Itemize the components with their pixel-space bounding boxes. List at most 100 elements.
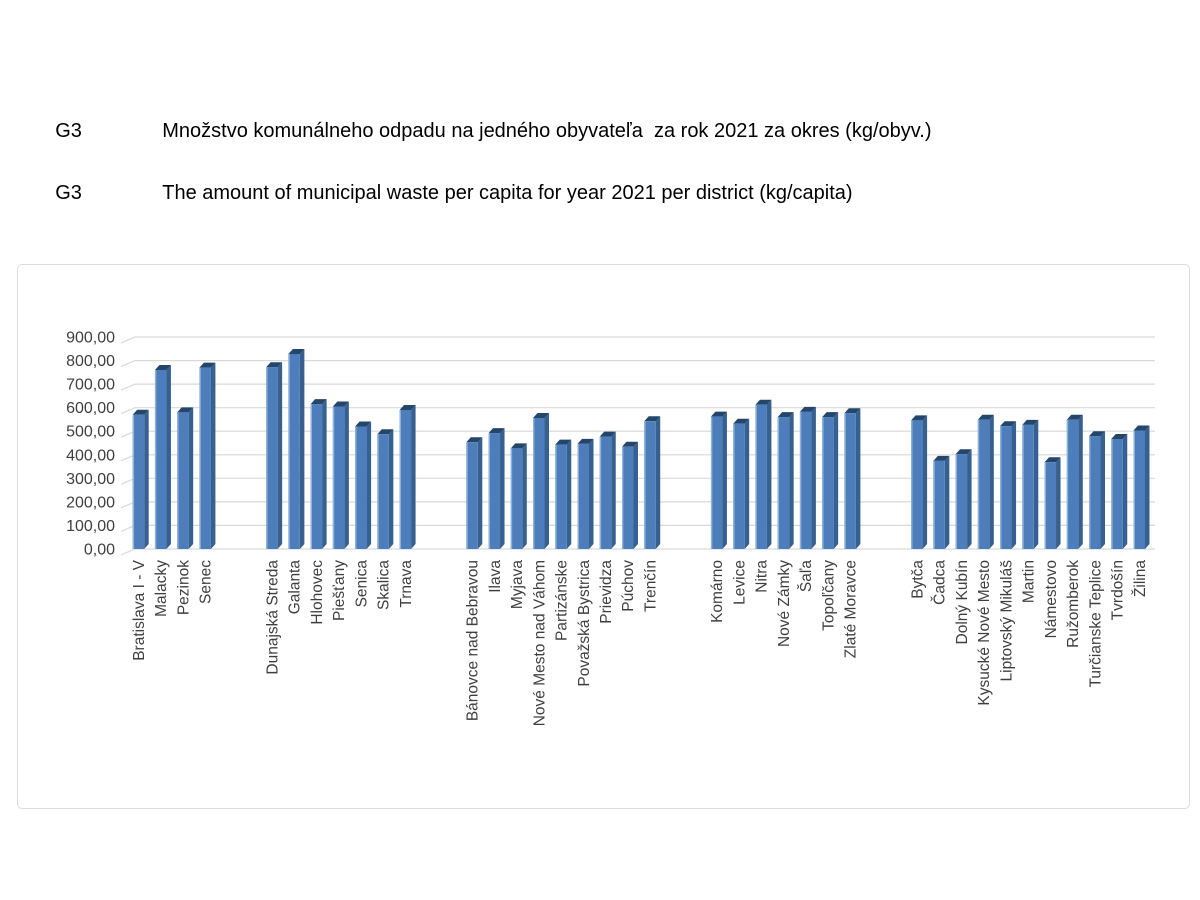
- bar: [355, 426, 367, 549]
- bar: [310, 404, 323, 549]
- bar-top-face: [266, 362, 283, 368]
- bar-highlight-edge: [355, 426, 357, 549]
- x-axis-category-label: Ilava: [487, 560, 504, 593]
- bar-top-face: [955, 449, 972, 455]
- bar-top-face: [599, 431, 616, 437]
- x-axis-category-label: Bratislava I - V: [131, 559, 148, 660]
- x-axis-category-label: Dunajská Streda: [264, 560, 281, 675]
- bar-top-face: [555, 439, 572, 445]
- bar: [288, 354, 300, 549]
- bar-highlight-edge: [733, 423, 735, 549]
- x-axis-category-label: Nitra: [754, 560, 771, 593]
- bar: [1066, 419, 1079, 549]
- bar-side-face: [566, 439, 572, 549]
- bar-side-face: [1011, 421, 1017, 549]
- bar-top-face: [822, 412, 839, 418]
- bar-side-face: [477, 437, 483, 549]
- bar-highlight-edge: [399, 410, 401, 549]
- bar: [933, 460, 945, 549]
- x-axis-category-label: Prievidza: [598, 560, 615, 624]
- bar-side-face: [655, 416, 661, 549]
- y-axis-tick-label: 300,00: [66, 471, 115, 488]
- bar-top-face: [510, 443, 527, 449]
- x-axis-category-label: Malacky: [153, 560, 170, 617]
- bar: [644, 421, 656, 549]
- bar-top-face: [777, 412, 794, 418]
- y-axis-tick-label: 0,00: [84, 542, 115, 559]
- x-axis-category-label: Trnava: [398, 560, 415, 608]
- bar-side-face: [210, 362, 216, 549]
- bar-highlight-edge: [577, 443, 579, 549]
- bar: [977, 419, 990, 549]
- bar-highlight-edge: [466, 442, 468, 549]
- x-axis-category-label: Pezinok: [175, 560, 192, 615]
- bar: [377, 434, 389, 549]
- bar-highlight-edge: [799, 411, 802, 549]
- x-axis-category-label: Kysucké Nové Mesto: [976, 560, 993, 706]
- bar: [799, 411, 812, 549]
- bar-side-face: [299, 349, 305, 549]
- bar-highlight-edge: [377, 434, 379, 549]
- bar-top-face: [1066, 414, 1083, 420]
- gridline: [120, 360, 1155, 368]
- bar: [755, 404, 767, 549]
- bar: [1111, 439, 1123, 549]
- bar-side-face: [1145, 425, 1150, 549]
- bar: [955, 454, 968, 549]
- bar-top-face: [488, 428, 505, 434]
- chart-title-en: The amount of municipal waste per capita…: [162, 182, 853, 204]
- bar-highlight-edge: [1133, 430, 1135, 549]
- bar-side-face: [366, 421, 372, 549]
- bar-highlight-edge: [977, 419, 980, 549]
- bar-top-face: [533, 413, 550, 418]
- bar: [332, 406, 345, 549]
- x-axis-category-label: Čadca: [932, 560, 949, 605]
- x-axis-category-label: Tvrdošín: [1110, 560, 1127, 620]
- bar-highlight-edge: [177, 412, 179, 549]
- figure-code-en: G3: [55, 182, 82, 204]
- figure-code-sk: G3: [55, 120, 82, 142]
- x-axis-category-label: Galanta: [287, 560, 304, 615]
- bar-top-face: [199, 362, 216, 368]
- bar-highlight-edge: [955, 454, 957, 549]
- bar-top-face: [1133, 425, 1150, 431]
- bar-highlight-edge: [510, 448, 513, 549]
- bar-top-face: [399, 405, 416, 410]
- bar: [911, 420, 923, 549]
- bar-top-face: [1111, 434, 1128, 439]
- bar-side-face: [144, 409, 149, 549]
- bar-top-face: [1044, 457, 1061, 463]
- bar-highlight-edge: [288, 354, 290, 549]
- x-axis-category-label: Žilina: [1132, 560, 1149, 597]
- bar-highlight-edge: [132, 414, 135, 549]
- x-axis-category-label: Zlaté Moravce: [843, 560, 860, 658]
- bar-top-face: [844, 408, 861, 414]
- bar: [510, 448, 523, 549]
- x-axis-category-label: Púchov: [620, 560, 637, 612]
- bar-top-face: [1022, 419, 1039, 425]
- bar-side-face: [922, 415, 928, 549]
- bar: [599, 436, 612, 549]
- x-axis-category-label: Liptovský Mikuláš: [998, 560, 1015, 682]
- bar-highlight-edge: [933, 460, 935, 549]
- bar-highlight-edge: [533, 418, 535, 549]
- bar-side-face: [277, 362, 283, 549]
- bar-side-face: [1078, 414, 1083, 549]
- bar-side-face: [1056, 457, 1061, 549]
- y-axis-tick-label: 700,00: [66, 377, 115, 394]
- bar: [1133, 430, 1145, 549]
- bar-highlight-edge: [1111, 439, 1113, 549]
- bar-top-face: [577, 438, 594, 444]
- bar: [733, 423, 745, 549]
- bar: [466, 442, 478, 549]
- bar-side-face: [589, 438, 594, 549]
- bar-highlight-edge: [621, 446, 624, 549]
- bar-side-face: [544, 413, 550, 549]
- x-axis-category-label: Námestovo: [1043, 560, 1060, 638]
- bar-side-face: [944, 455, 950, 549]
- bar-highlight-edge: [777, 417, 780, 549]
- x-axis-category-label: Piešťany: [331, 560, 348, 621]
- bar-top-face: [377, 429, 394, 435]
- bar-highlight-edge: [911, 420, 913, 549]
- bar-highlight-edge: [555, 444, 557, 549]
